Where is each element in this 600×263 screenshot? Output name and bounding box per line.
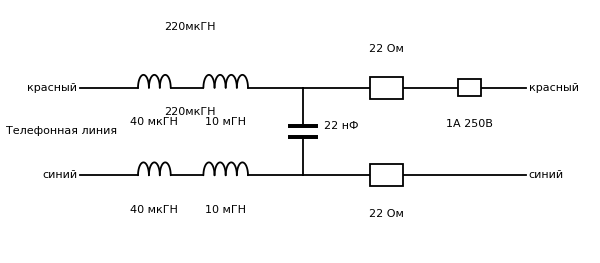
- Bar: [370, 77, 403, 99]
- Text: красный: красный: [27, 83, 77, 93]
- Text: 10 мГН: 10 мГН: [205, 205, 246, 215]
- Text: 22 Ом: 22 Ом: [369, 44, 404, 54]
- Bar: [370, 164, 403, 186]
- Text: Телефонная линия: Телефонная линия: [6, 127, 117, 136]
- Text: 40 мкГН: 40 мкГН: [130, 117, 178, 127]
- Text: 1А 250В: 1А 250В: [446, 119, 493, 129]
- Text: 220мкГН: 220мкГН: [164, 107, 216, 117]
- Text: синий: синий: [529, 170, 564, 180]
- Text: 22 Ом: 22 Ом: [369, 209, 404, 219]
- Text: красный: красный: [529, 83, 579, 93]
- Text: синий: синий: [42, 170, 77, 180]
- Text: 22 нФ: 22 нФ: [324, 121, 358, 131]
- Text: 10 мГН: 10 мГН: [205, 117, 246, 127]
- Text: 40 мкГН: 40 мкГН: [130, 205, 178, 215]
- Text: 220мкГН: 220мкГН: [164, 22, 216, 32]
- Bar: [458, 79, 481, 96]
